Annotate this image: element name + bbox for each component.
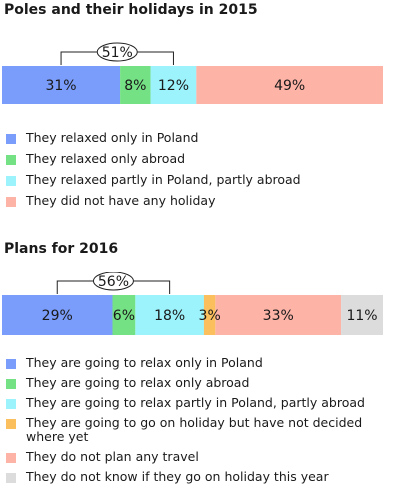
chart-2-legend-label: They are going to go on holiday but have… [26,415,363,444]
chart-2-legend-item: They are going to relax only in Poland [6,356,398,370]
chart-2-legend-item: They are going to relax only abroad [6,376,398,390]
chart-1-legend-item: They did not have any holiday [6,194,398,208]
chart-2-legend-item: They do not plan any travel [6,450,398,464]
chart-2-bar-segment [112,295,136,335]
chart-2-legend-item: They do not know if they go on holiday t… [6,470,398,484]
chart-1-legend-swatch [6,134,16,144]
chart-1-legend-label: They did not have any holiday [26,193,216,208]
chart-1-legend-item: They relaxed only abroad [6,152,398,166]
chart-2-bar-segment [135,295,204,335]
chart-1-legend-label: They relaxed partly in Poland, partly ab… [26,172,301,187]
chart-1-legend-swatch [6,155,16,165]
chart-2-legend-label: They do not know if they go on holiday t… [26,469,329,484]
chart-2-legend-swatch [6,399,16,409]
chart-2-bar-segment [215,295,342,335]
chart-2-title: Plans for 2016 [4,241,119,257]
chart-1-bracket-bubble [96,42,138,62]
chart-1-legend-item: They relaxed only in Poland [6,131,398,145]
chart-2-stacked-bar: 29% 6% 18% 3% 33% 11% 56% [2,272,383,335]
chart-2-legend-label: They are going to relax only in Poland [26,355,263,370]
chart-1-bar-segment [120,66,151,104]
chart-2-legend-swatch [6,419,16,429]
chart-2-legend: They are going to relax only in Poland Th… [6,356,398,490]
chart-1-legend-swatch [6,176,16,186]
chart-1-data-label: 8% [124,78,146,94]
chart-2-legend-item: They are going to go on holiday but have… [6,416,398,444]
chart-1-legend-label: They relaxed only in Poland [26,130,199,145]
chart-1-stacked-bar: 31% 8% 12% 49% 51% [2,42,383,104]
chart-1-data-label: 12% [158,78,189,94]
chart-2-legend-swatch [6,359,16,369]
chart-2-legend-label: They do not plan any travel [26,449,199,464]
chart-1-bar-segment [196,66,383,104]
chart-1-legend-item: They relaxed partly in Poland, partly ab… [6,173,398,187]
chart-1-legend-swatch [6,197,16,207]
chart-2-legend-label: They are going to relax partly in Poland… [26,395,365,410]
chart-1-data-label: 31% [45,78,76,94]
chart-1-bar-segment [150,66,197,104]
chart-2-data-label: 18% [154,308,185,324]
chart-1-data-label: 49% [274,78,305,94]
chart-1-bar-segment [2,66,121,104]
chart-2-bar-segment [203,295,216,335]
chart-1-bracket-label: 51% [102,45,133,61]
chart-2-bracket-bubble [92,272,134,291]
chart-2-data-label: 29% [42,308,73,324]
chart-2-data-label: 11% [346,308,377,324]
chart-2-legend-swatch [6,453,16,463]
chart-2-legend-swatch [6,473,16,483]
chart-2-legend-item: They are going to relax partly in Poland… [6,396,398,410]
chart-2-legend-swatch [6,379,16,389]
chart-1-legend-label: They relaxed only abroad [26,151,186,166]
chart-2-bracket-label: 56% [98,274,129,290]
chart-1-title: Poles and their holidays in 2015 [4,2,258,18]
chart-2-data-label: 33% [263,308,294,324]
chart-2-bar-segment [2,295,113,335]
chart-1-legend: They relaxed only in Poland They relaxed … [6,131,398,215]
chart-2-legend-label: They are going to relax only abroad [26,375,250,390]
chart-2-data-label: 3% [199,308,221,324]
chart-2-bar-segment [341,295,383,335]
chart-2-data-label: 6% [113,308,135,324]
